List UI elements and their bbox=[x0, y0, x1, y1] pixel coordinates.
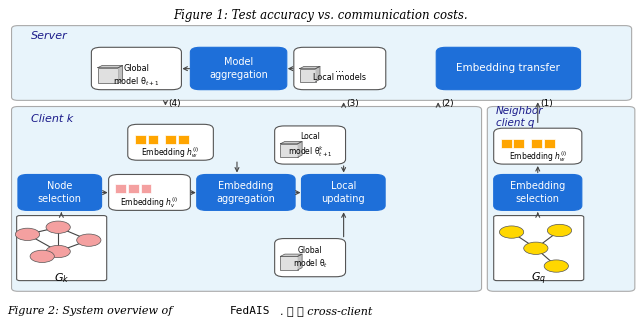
FancyBboxPatch shape bbox=[493, 128, 582, 164]
Text: . ① ② cross-client: . ① ② cross-client bbox=[280, 306, 372, 316]
FancyBboxPatch shape bbox=[12, 107, 481, 291]
Text: $G_k$: $G_k$ bbox=[54, 271, 69, 285]
FancyBboxPatch shape bbox=[487, 107, 635, 291]
Polygon shape bbox=[316, 66, 320, 82]
Polygon shape bbox=[118, 65, 123, 83]
Text: Embedding $h_w^{(l)}$: Embedding $h_w^{(l)}$ bbox=[141, 145, 200, 160]
Text: Global
model θ$_{t+1}$: Global model θ$_{t+1}$ bbox=[113, 64, 160, 88]
FancyBboxPatch shape bbox=[135, 135, 146, 144]
FancyBboxPatch shape bbox=[190, 47, 287, 90]
Circle shape bbox=[46, 221, 70, 233]
Circle shape bbox=[15, 228, 40, 240]
FancyBboxPatch shape bbox=[109, 175, 190, 210]
Bar bbox=[280, 144, 298, 157]
FancyBboxPatch shape bbox=[128, 124, 213, 160]
FancyBboxPatch shape bbox=[294, 47, 386, 90]
Polygon shape bbox=[300, 66, 320, 69]
Text: Global
model θ$_t$: Global model θ$_t$ bbox=[292, 246, 328, 270]
FancyBboxPatch shape bbox=[17, 215, 107, 280]
Bar bbox=[98, 68, 118, 83]
Text: $G_q$: $G_q$ bbox=[531, 270, 546, 287]
Text: Embedding $h_w^{(l)}$: Embedding $h_w^{(l)}$ bbox=[509, 149, 567, 164]
Polygon shape bbox=[98, 65, 123, 68]
Text: Embedding
selection: Embedding selection bbox=[510, 181, 565, 204]
FancyBboxPatch shape bbox=[301, 175, 385, 210]
Text: Local
updating: Local updating bbox=[321, 181, 365, 204]
FancyBboxPatch shape bbox=[513, 138, 524, 148]
Circle shape bbox=[77, 234, 101, 246]
FancyBboxPatch shape bbox=[436, 47, 580, 90]
FancyBboxPatch shape bbox=[275, 126, 346, 164]
FancyBboxPatch shape bbox=[531, 138, 542, 148]
Text: Figure 1: Test accuracy vs. communication costs.: Figure 1: Test accuracy vs. communicatio… bbox=[173, 9, 467, 22]
FancyBboxPatch shape bbox=[18, 175, 102, 210]
Text: Embedding transfer: Embedding transfer bbox=[456, 63, 561, 73]
Text: Neighbor
client q: Neighbor client q bbox=[495, 106, 543, 128]
FancyBboxPatch shape bbox=[12, 26, 632, 100]
Polygon shape bbox=[298, 254, 302, 270]
Text: (3): (3) bbox=[346, 99, 359, 108]
FancyBboxPatch shape bbox=[115, 184, 126, 193]
Text: Node
selection: Node selection bbox=[38, 181, 82, 204]
Text: Client k: Client k bbox=[31, 114, 73, 124]
Circle shape bbox=[30, 250, 54, 263]
FancyBboxPatch shape bbox=[493, 215, 584, 280]
FancyBboxPatch shape bbox=[178, 135, 189, 144]
Bar bbox=[280, 256, 298, 270]
Circle shape bbox=[524, 242, 548, 254]
FancyBboxPatch shape bbox=[493, 175, 582, 210]
FancyBboxPatch shape bbox=[196, 175, 295, 210]
Polygon shape bbox=[280, 254, 302, 256]
Text: Embedding
aggregation: Embedding aggregation bbox=[216, 181, 275, 204]
FancyBboxPatch shape bbox=[166, 135, 176, 144]
Text: Figure 2: System overview of: Figure 2: System overview of bbox=[7, 306, 176, 316]
Text: FedAIS: FedAIS bbox=[229, 306, 270, 316]
Text: Embedding $h_v^{(l)}$: Embedding $h_v^{(l)}$ bbox=[120, 196, 179, 210]
Text: ...: ... bbox=[335, 64, 344, 74]
FancyBboxPatch shape bbox=[92, 47, 181, 90]
Text: (1): (1) bbox=[540, 99, 553, 108]
FancyBboxPatch shape bbox=[148, 135, 159, 144]
FancyBboxPatch shape bbox=[141, 184, 152, 193]
Circle shape bbox=[499, 226, 524, 238]
Circle shape bbox=[544, 260, 568, 272]
FancyBboxPatch shape bbox=[275, 239, 346, 277]
Polygon shape bbox=[280, 141, 302, 144]
Text: Local models: Local models bbox=[314, 73, 366, 82]
FancyBboxPatch shape bbox=[500, 138, 511, 148]
FancyBboxPatch shape bbox=[544, 138, 555, 148]
Polygon shape bbox=[298, 141, 302, 157]
Bar bbox=[300, 69, 316, 82]
Circle shape bbox=[547, 224, 572, 237]
Text: (4): (4) bbox=[168, 99, 180, 108]
Text: Model
aggregation: Model aggregation bbox=[209, 57, 268, 80]
Text: (2): (2) bbox=[441, 99, 453, 108]
Circle shape bbox=[46, 245, 70, 258]
FancyBboxPatch shape bbox=[128, 184, 139, 193]
Text: Local
model θ$^k_{t+1}$: Local model θ$^k_{t+1}$ bbox=[288, 132, 332, 159]
Text: Server: Server bbox=[31, 31, 67, 41]
